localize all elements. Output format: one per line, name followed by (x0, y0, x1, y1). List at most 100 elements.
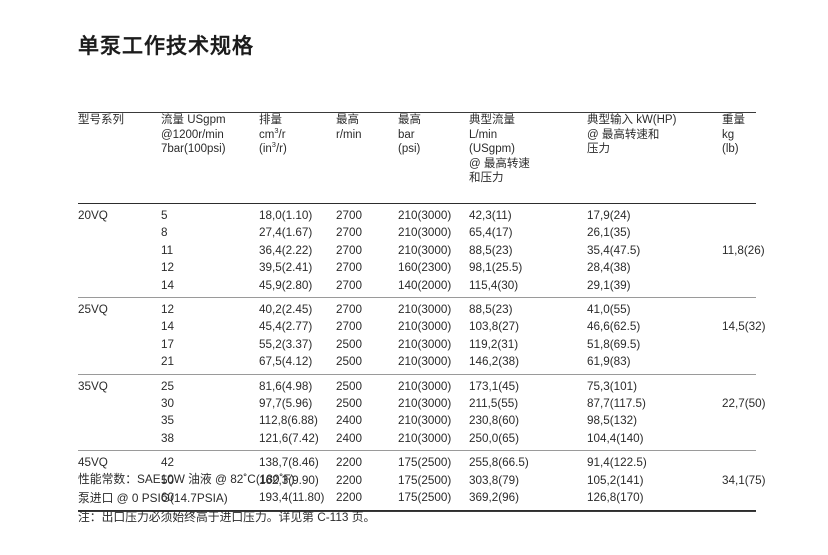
rule-line (78, 450, 756, 452)
cell-typical-input-power: 41,0(55) (587, 303, 631, 317)
cell-flow-usgpm: 21 (161, 355, 175, 369)
cell-displacement: 162,3(9.90) (259, 473, 319, 487)
group-separator-rule (78, 450, 756, 452)
cell-flow-usgpm: 8 (161, 226, 168, 240)
cell-model-series (78, 353, 161, 374)
cell-max-bar: 210(3000) (398, 431, 452, 445)
table-row: 45VQ 42 138,7(8.46) 2200 175(2500) 255,8(66.5… (78, 451, 756, 471)
header-cell-flow-usgpm: 流量 USgpm @1200r/min 7bar(100psi) (161, 113, 259, 186)
cell-model-series: 35VQ (78, 379, 108, 393)
cell-max-rpm: 2700 (336, 303, 363, 317)
cell-max-rpm: 2200 (336, 491, 363, 505)
cell-max-bar: 210(3000) (398, 379, 452, 393)
header-line: bar (398, 128, 415, 141)
table-row: 12 39,5(2.41) 2700 160(2300) 98,1(25.5) 28,4(… (78, 259, 756, 276)
cell-flow-usgpm: 30 (161, 397, 175, 411)
cell-flow-usgpm: 12 (161, 303, 175, 317)
cell-model-series: 45VQ (78, 456, 108, 470)
cell-max-rpm: 2700 (336, 261, 363, 275)
rule-line (78, 297, 756, 299)
cell-typical-input-power: 91,4(122.5) (587, 456, 647, 470)
cell-typical-input-power: 75,3(101) (587, 379, 638, 393)
cell-flow-usgpm: 17 (161, 337, 175, 351)
cell-max-bar: 210(3000) (398, 397, 452, 411)
table-header-row: 型号系列 流量 USgpm @1200r/min 7bar(100psi) 排量 cm3/… (78, 113, 756, 186)
cell-max-bar: 210(3000) (398, 209, 452, 222)
table-row: 8 27,4(1.67) 2700 210(3000) 65,4(17) 26,1(35) (78, 224, 756, 241)
header-line: 典型输入 kW(HP) (587, 114, 677, 126)
group-separator-rule (78, 373, 756, 375)
cell-max-rpm: 2200 (336, 456, 363, 470)
cell-displacement: 40,2(2.45) (259, 303, 313, 317)
cell-typical-input-power: 46,6(62.5) (587, 320, 641, 334)
footnotes: 性能常数：SAE10W 油液 @ 82˚C(180˚F) 泵进口 @ 0 PSIG… (78, 470, 375, 527)
cell-displacement: 193,4(11.80) (259, 491, 325, 505)
cell-displacement: 67,5(4.12) (259, 355, 313, 369)
cell-weight (722, 298, 756, 318)
cell-flow-usgpm: 12 (161, 261, 175, 275)
header-line: (in3/r) (259, 140, 287, 155)
cell-weight (722, 277, 756, 298)
rule-line (78, 373, 756, 375)
cell-typical-flow: 303,8(79) (469, 473, 520, 487)
header-line: 7bar(100psi) (161, 143, 226, 155)
spec-table-container: 型号系列 流量 USgpm @1200r/min 7bar(100psi) 排量 cm3/… (78, 112, 766, 512)
cell-weight (722, 224, 756, 241)
group-separator-rule (78, 203, 756, 204)
cell-displacement: 39,5(2.41) (259, 261, 313, 275)
header-spacer (78, 186, 756, 204)
cell-weight (722, 204, 756, 224)
table-row: 50 162,3(9.90) 2200 175(2500) 303,8(79) 105,2… (78, 472, 766, 489)
cell-typical-input-power: 61,9(83) (587, 355, 631, 369)
cell-max-bar: 210(3000) (398, 355, 452, 369)
cell-typical-input-power: 29,1(39) (587, 278, 631, 292)
cell-typical-flow: 250,0(65) (469, 431, 520, 445)
table-header: 型号系列 流量 USgpm @1200r/min 7bar(100psi) 排量 cm3/… (78, 113, 756, 204)
page-title: 单泵工作技术规格 (78, 35, 254, 58)
cell-typical-flow: 88,5(23) (469, 303, 513, 317)
cell-weight (722, 353, 756, 374)
cell-weight (722, 412, 756, 429)
cell-max-bar: 210(3000) (398, 243, 452, 257)
cell-model-series (78, 318, 161, 335)
cell-flow-usgpm: 25 (161, 379, 175, 393)
cell-weight (722, 430, 756, 451)
cell-displacement: 121,6(7.42) (259, 431, 319, 445)
header-line: (psi) (398, 143, 421, 155)
cell-typical-flow: 211,5(55) (469, 397, 519, 411)
cell-typical-flow: 173,1(45) (469, 379, 520, 393)
cell-model-series (78, 336, 161, 353)
cell-model-series: 20VQ (78, 209, 108, 222)
table-row: 21 67,5(4.12) 2500 210(3000) 146,2(38) 61,9(8… (78, 353, 756, 374)
cell-flow-usgpm: 5 (161, 209, 168, 222)
header-cell-typical-input-power: 典型输入 kW(HP) @ 最高转速和 压力 (587, 113, 722, 186)
table-row: 20VQ 5 18,0(1.10) 2700 210(3000) 42,3(11) 17,9… (78, 204, 756, 224)
rule-line (78, 509, 756, 512)
cell-flow-usgpm: 38 (161, 431, 175, 445)
cell-max-bar: 210(3000) (398, 414, 452, 428)
header-cell-displacement: 排量 cm3/r (in3/r) (259, 113, 336, 186)
header-line: 重量 (722, 114, 745, 126)
header-line: (USgpm) (469, 143, 516, 155)
cell-typical-input-power: 26,1(35) (587, 226, 631, 240)
cell-typical-flow: 88,5(23) (469, 243, 513, 257)
pump-specification-table: 型号系列 流量 USgpm @1200r/min 7bar(100psi) 排量 cm3/… (78, 113, 766, 512)
cell-weight (722, 375, 756, 395)
table-bottom-rule (78, 509, 756, 512)
cell-displacement: 112,8(6.88) (259, 414, 318, 428)
cell-typical-flow: 119,2(31) (469, 337, 519, 351)
cell-weight: 14,5(32) (722, 320, 766, 334)
cell-displacement: 55,2(3.37) (259, 337, 313, 351)
table-body: 20VQ 5 18,0(1.10) 2700 210(3000) 42,3(11) 17,9… (78, 203, 766, 512)
header-cell-typical-flow: 典型流量 L/min (USgpm) @ 最高转速 和压力 (469, 113, 587, 186)
cell-flow-usgpm: 60 (161, 491, 175, 505)
cell-max-rpm: 2500 (336, 337, 363, 351)
header-line: L/min (469, 128, 498, 141)
table-row: 17 55,2(3.37) 2500 210(3000) 119,2(31) 51,8(6… (78, 336, 756, 353)
table-row: 38 121,6(7.42) 2400 210(3000) 250,0(65) 104,4… (78, 430, 756, 451)
cell-typical-flow: 42,3(11) (469, 209, 512, 222)
header-line: @ 最高转速和 (587, 128, 660, 141)
header-line: 压力 (587, 143, 610, 155)
cell-typical-input-power: 126,8(170) (587, 491, 644, 505)
